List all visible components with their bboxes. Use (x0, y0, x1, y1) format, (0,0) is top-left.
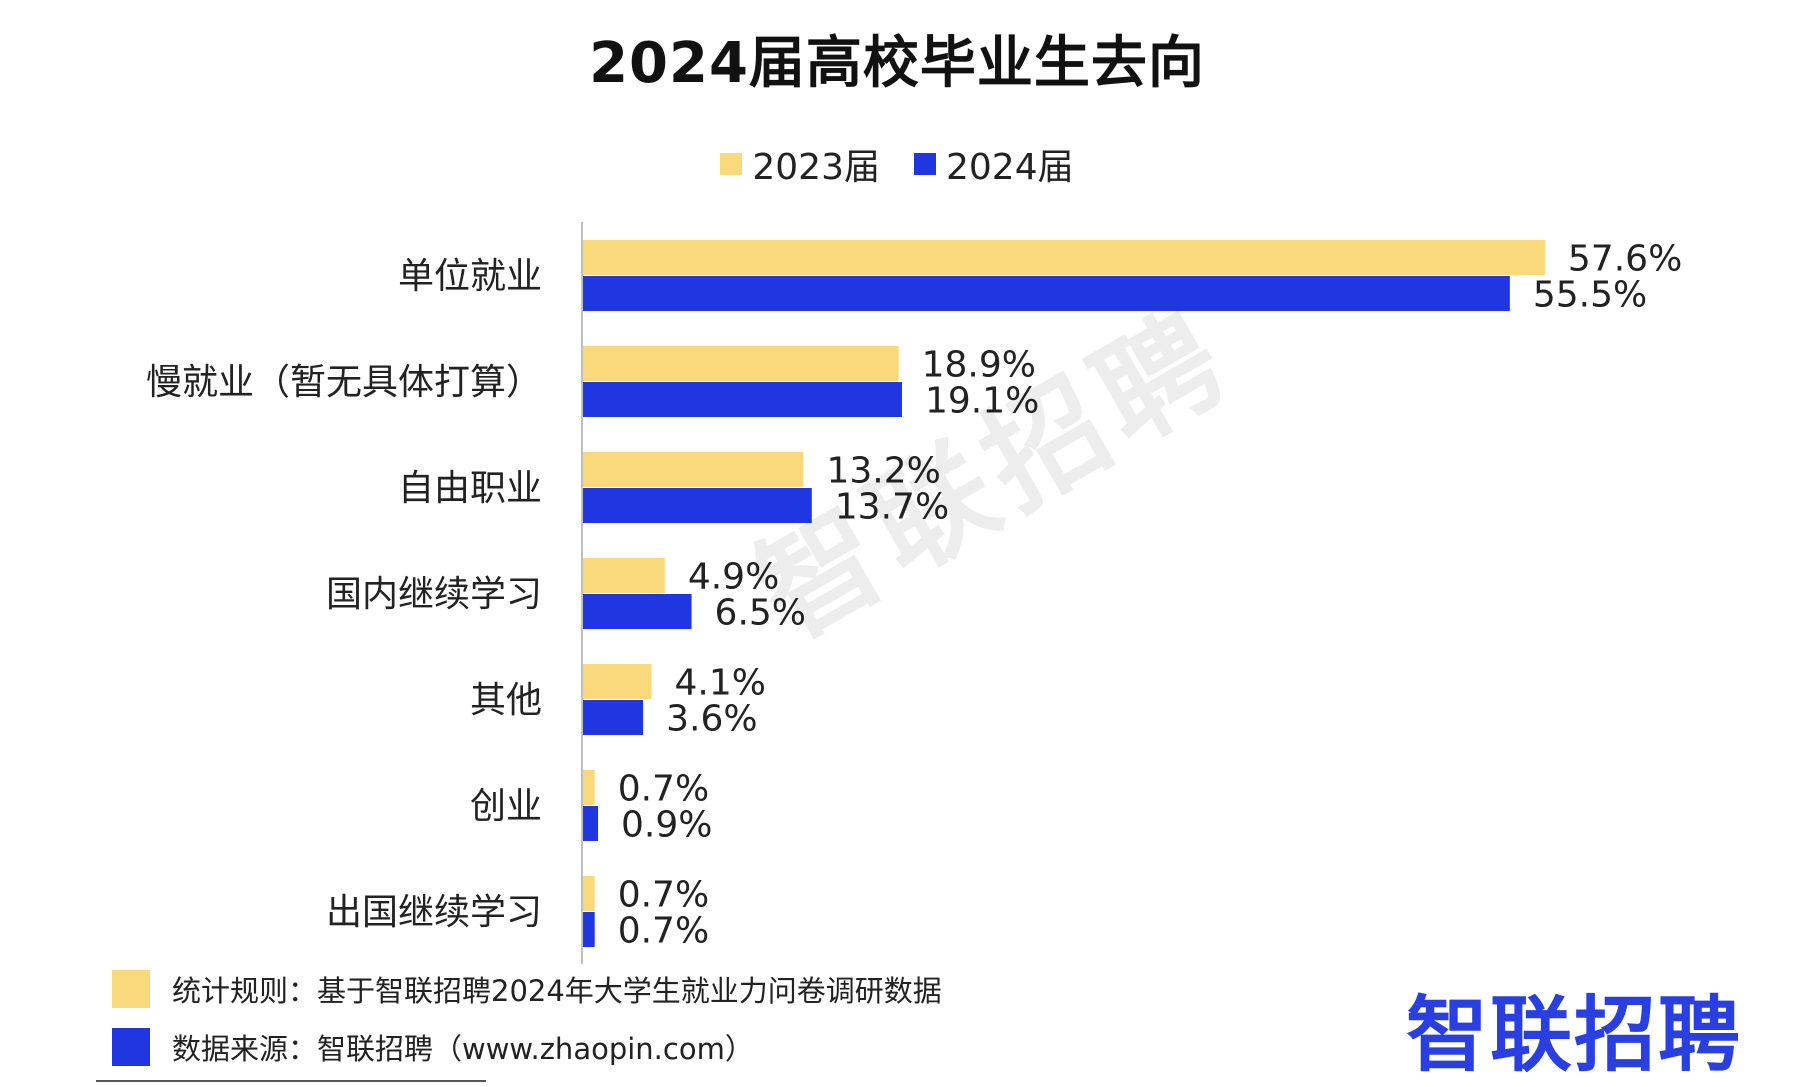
legend-swatch-2023 (720, 153, 743, 175)
bottom-divider (96, 1080, 486, 1082)
data-label: 0.7% (618, 910, 709, 951)
footer-source: 数据来源：智联招聘（www.zhaopin.com） (112, 1026, 754, 1068)
footer-note-text: 统计规则：基于智联招聘2024年大学生就业力问卷调研数据 (172, 974, 942, 1008)
category-label: 慢就业（暂无具体打算） (146, 362, 542, 403)
category-label: 单位就业 (398, 256, 542, 297)
bar-2023 (583, 558, 665, 593)
legend-label-2023: 2023届 (752, 147, 880, 188)
data-label: 0.7% (618, 768, 709, 809)
legend-item-2024: 2024届 (914, 138, 1074, 190)
data-label: 13.2% (826, 450, 940, 491)
data-label: 57.6% (1568, 238, 1682, 279)
footer-source-text: 数据来源：智联招聘（www.zhaopin.com） (172, 1032, 754, 1066)
bar-2023 (583, 876, 595, 911)
brand-logo: 智联招聘 (1405, 988, 1742, 1083)
bar-2024 (583, 488, 812, 523)
data-label: 0.9% (621, 804, 712, 845)
footer-swatch-blue (112, 1028, 150, 1066)
bar-2024 (583, 276, 1510, 311)
bar-2023 (583, 770, 595, 805)
bar-2024 (583, 382, 902, 417)
chart-legend: 2023届 2024届 (0, 138, 1794, 190)
chart-title: 2024届高校毕业生去向 (589, 31, 1205, 96)
bar-2023 (583, 346, 899, 381)
category-label: 创业 (470, 786, 542, 827)
data-label: 4.9% (688, 556, 779, 597)
bar-2024 (583, 806, 599, 841)
legend-item-2023: 2023届 (720, 138, 880, 190)
data-label: 18.9% (922, 344, 1036, 385)
bar-2024 (583, 912, 595, 947)
bar-2024 (583, 700, 644, 735)
data-label: 6.5% (715, 592, 806, 633)
legend-label-2024: 2024届 (946, 147, 1074, 188)
footer-note: 统计规则：基于智联招聘2024年大学生就业力问卷调研数据 (112, 968, 942, 1010)
category-label: 出国继续学习 (326, 892, 542, 933)
data-label: 55.5% (1533, 274, 1647, 315)
bar-2023 (583, 240, 1545, 275)
data-label: 3.6% (666, 698, 757, 739)
bar-2023 (583, 664, 652, 699)
data-label: 13.7% (835, 486, 949, 527)
footer-swatch-yellow (112, 970, 150, 1008)
category-label: 国内继续学习 (326, 574, 542, 615)
data-label: 19.1% (925, 380, 1039, 421)
data-label: 0.7% (618, 874, 709, 915)
legend-swatch-2024 (914, 153, 936, 175)
category-label: 自由职业 (398, 468, 542, 509)
category-label: 其他 (470, 680, 542, 721)
bar-2023 (583, 452, 804, 487)
data-label: 4.1% (674, 662, 765, 703)
bar-2024 (583, 594, 692, 629)
bar-chart: 单位就业 57.6%55.5% 慢就业（暂无具体打算） 18.9%19.1% 自由职业 1… (146, 222, 1682, 964)
